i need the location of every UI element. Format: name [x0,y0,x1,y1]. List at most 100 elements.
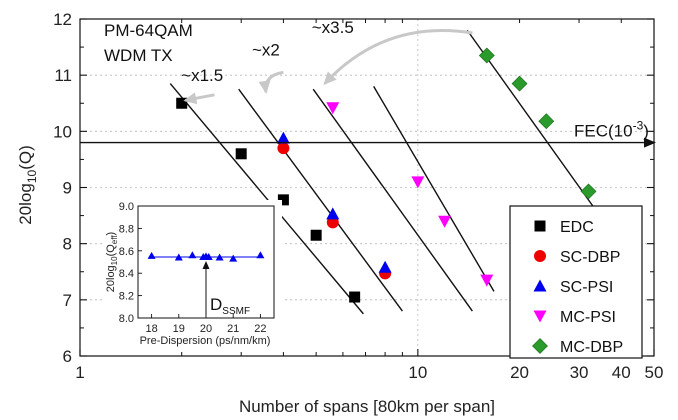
inset-y-tick-label: 8.4 [119,268,134,280]
inset-y-tick-label: 8.2 [119,291,134,303]
multiplier-label: ~x2 [252,41,280,60]
y-tick-label: 11 [54,66,72,85]
inset-background [104,200,282,328]
chart-title-line-2: WDM TX [104,46,173,65]
gain-arrow-head [183,92,198,105]
inset-dssmf-marker: DSSMF [202,260,250,317]
point-edc [176,97,188,109]
inset-y-tick-label: 9.0 [119,201,134,213]
point-mc-psi [480,274,494,287]
main-annotations: ~x1.5 ~x2 ~x3.5 [181,18,473,105]
inset-chart: 8.0 8.2 8.4 8.6 8.8 9.0 18 19 20 21 22 DSSMF Pre-D… [104,200,282,347]
point-sc-psi [378,260,392,273]
fec-label-base: FEC(10 [574,122,633,141]
legend-label-edc: EDC [560,219,594,236]
point-sc-psi [326,207,340,220]
dssmf-label: DSSMF [210,295,250,317]
inset-y-title-sub: 10 [110,256,119,265]
gain-arrow [323,29,473,85]
inset-y-tick-label: 8.6 [119,246,134,258]
multiplier-label: ~x1.5 [181,66,223,85]
inset-y-title-tail: (Q [105,244,117,257]
inset-y-axis-title: 20log10(Qeff) [105,232,119,292]
x-tick-label: 30 [570,363,589,382]
x-tick-label: 50 [645,363,664,382]
y-tick-label: 7 [63,291,72,310]
legend-marker-sc-dbp [534,250,546,262]
inset-point [147,251,156,259]
chart-title-line-1: PM-64QAM [104,21,193,40]
x-tick-label: 20 [510,363,529,382]
point-sc-psi [276,131,290,144]
legend-marker-sc-psi [533,279,547,292]
main-data-points [176,47,597,303]
y-axis-title-tail: (Q) [16,145,35,170]
x-tick-label: 1 [75,363,84,382]
inset-x-tick-label: 18 [145,323,157,335]
inset-y-title-close: ) [105,232,117,236]
inset-x-tick-label: 19 [173,323,185,335]
x-axis-title: Number of spans [80km per span] [239,397,495,416]
inset-data-points [147,251,265,262]
inset-point [188,251,197,259]
y-tick-label: 8 [63,235,72,254]
y-axis-title-sub: 10 [25,169,39,183]
inset-point [229,254,238,262]
legend-label-mc-psi: MC-PSI [560,309,616,326]
inset-axis-ticks: 8.0 8.2 8.4 8.6 8.8 9.0 18 19 20 21 22 [119,201,267,335]
point-sc-dbp [277,142,290,155]
x-tick-label: 10 [408,363,427,382]
fec-label-close: ) [643,122,649,141]
legend-marker-mc-dbp [532,338,548,354]
point-edc [277,194,289,206]
point-mc-psi [411,176,425,189]
inset-y-title-sub2: eff [110,235,119,245]
legend-marker-edc [534,220,546,232]
legend-box [509,205,643,359]
legend-label-sc-dbp: SC-DBP [560,249,620,266]
dssmf-label-sub: SSMF [222,306,250,317]
fec-label-exponent: -3 [633,119,644,133]
inset-y-title-base: 20log [105,265,117,292]
y-tick-label: 9 [63,179,72,198]
fec-threshold: FEC(10-3) [80,119,656,148]
dssmf-arrow-head [202,260,210,269]
dssmf-label-base: D [210,295,222,314]
point-mc-psi [438,215,452,228]
point-edc [235,148,247,160]
x-tick-label: 40 [612,363,631,382]
legend-marker-mc-psi [533,310,547,323]
fit-line [238,88,403,312]
legend-items: EDC SC-DBP SC-PSI MC-PSI MC-DBP [532,219,623,356]
inset-x-tick-label: 20 [200,323,212,335]
point-edc [349,291,361,303]
inset-y-tick-label: 8.8 [119,223,134,235]
point-mc-dbp [538,113,555,130]
point-edc [310,229,322,241]
inset-x-axis-title: Pre-Dispersion (ps/nm/km) [140,335,271,347]
inset-x-tick-label: 22 [254,323,266,335]
fit-line [373,86,495,292]
fit-line [466,29,615,236]
point-mc-dbp [580,183,597,200]
point-mc-psi [326,102,340,115]
inset-point [204,252,213,260]
y-axis-title-base: 20log [16,183,35,225]
gain-arrow-head [323,71,337,86]
inset-point [174,253,183,261]
inset-y-tick-label: 8.0 [119,313,134,325]
y-tick-label: 12 [53,10,72,29]
y-tick-label: 10 [53,122,72,141]
point-mc-dbp [478,47,495,64]
legend: EDC SC-DBP SC-PSI MC-PSI MC-DBP [509,205,643,359]
fec-arrow-head [644,137,656,148]
inset-point [256,251,265,259]
y-axis-title: 20log10(Q) [16,145,39,225]
point-mc-dbp [511,75,528,92]
inset-x-tick-label: 21 [227,323,239,335]
main-fit-lines [169,29,615,315]
gain-arrow-head [258,80,271,95]
legend-label-mc-dbp: MC-DBP [560,339,623,356]
fec-threshold-label: FEC(10-3) [574,119,649,141]
